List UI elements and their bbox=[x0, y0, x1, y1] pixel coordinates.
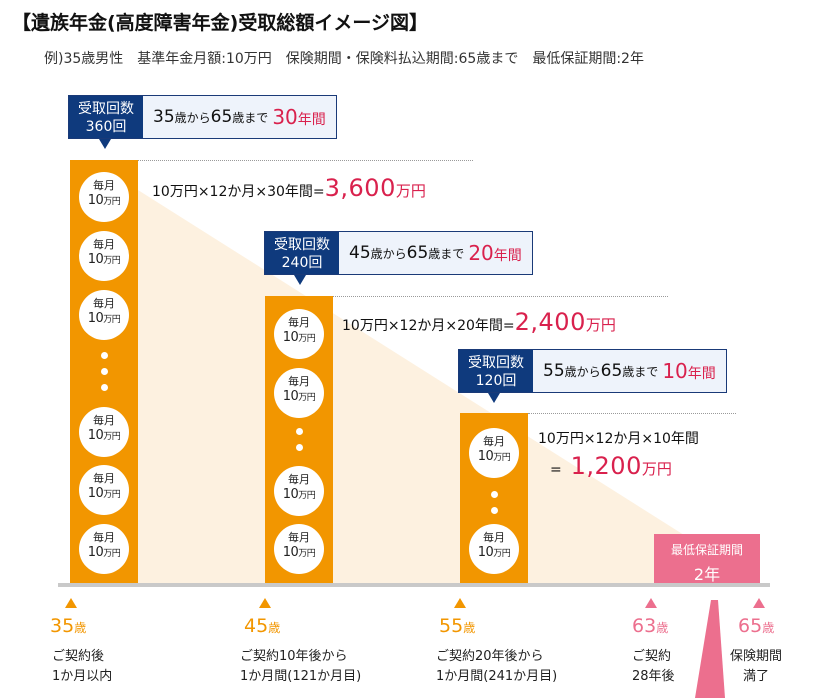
payment-bar-35: 毎月 10万円 毎月 10万円 毎月 10万円 毎月 10万円 毎月 10万円 毎月 10万… bbox=[70, 160, 138, 583]
receipt-count-callout-2: 受取回数 240回 45 歳から 65 歳まで 20年間 bbox=[264, 231, 533, 275]
continuation-dot bbox=[491, 507, 498, 514]
receipt-count: 受取回数 360回 bbox=[69, 96, 143, 138]
age-label-65: 65歳 bbox=[738, 615, 775, 637]
monthly-coin: 毎月 10万円 bbox=[274, 368, 324, 418]
monthly-coin: 毎月 10万円 bbox=[79, 172, 129, 222]
callout-pointer bbox=[294, 275, 306, 285]
callout-pointer bbox=[99, 139, 111, 149]
total-calculation-3-result: = 1,200万円 bbox=[550, 452, 672, 480]
continuation-dot bbox=[101, 352, 108, 359]
period-text: 45 歳から 65 歳まで 20年間 bbox=[349, 241, 522, 265]
age-marker-45 bbox=[259, 598, 271, 608]
continuation-dot bbox=[101, 368, 108, 375]
monthly-coin: 毎月 10万円 bbox=[274, 466, 324, 516]
continuation-dot bbox=[296, 444, 303, 451]
payment-bar-45: 毎月 10万円 毎月 10万円 毎月 10万円 毎月 10万円 bbox=[265, 296, 333, 583]
monthly-coin: 毎月 10万円 bbox=[469, 524, 519, 574]
age-marker-55 bbox=[454, 598, 466, 608]
level-line-1 bbox=[138, 160, 473, 161]
minimum-guarantee-box: 最低保証期間 2年 bbox=[654, 534, 760, 584]
monthly-coin: 毎月 10万円 bbox=[274, 309, 324, 359]
level-line-3 bbox=[528, 413, 736, 414]
receipt-count: 受取回数 240回 bbox=[265, 232, 339, 274]
age-note-63: ご契約 28年後 bbox=[632, 649, 675, 684]
age-marker-65 bbox=[753, 598, 765, 608]
period-text: 35 歳から 65 歳まで 30年間 bbox=[153, 105, 326, 129]
age-note-45: ご契約10年後から 1か月間(121か月目) bbox=[240, 649, 362, 684]
total-calculation-2: 10万円×12か月×20年間=2,400万円 bbox=[342, 308, 616, 336]
age-marker-63 bbox=[645, 598, 657, 608]
example-conditions: 例)35歳男性 基準年金月額:10万円 保険期間・保険料払込期間:65歳まで 最… bbox=[44, 51, 644, 67]
age-note-65: 保険期間 満了 bbox=[730, 649, 783, 684]
monthly-coin: 毎月 10万円 bbox=[79, 465, 129, 515]
age-marker-35 bbox=[65, 598, 77, 608]
end-marker-wedge bbox=[695, 600, 725, 698]
receipt-count-callout-1: 受取回数 360回 35 歳から 65 歳まで 30年間 bbox=[68, 95, 337, 139]
page-title: 【遺族年金(高度障害年金)受取総額イメージ図】 bbox=[12, 12, 428, 34]
monthly-coin: 毎月 10万円 bbox=[79, 290, 129, 340]
receipt-count: 受取回数 120回 bbox=[459, 350, 533, 392]
monthly-coin: 毎月 10万円 bbox=[79, 231, 129, 281]
level-line-2 bbox=[333, 296, 668, 297]
total-calculation-3-formula: 10万円×12か月×10年間 bbox=[538, 431, 699, 447]
monthly-coin: 毎月 10万円 bbox=[469, 428, 519, 478]
monthly-coin: 毎月 10万円 bbox=[79, 407, 129, 457]
callout-pointer bbox=[488, 393, 500, 403]
payment-bar-55: 毎月 10万円 毎月 10万円 bbox=[460, 413, 528, 583]
period-text: 55 歳から 65 歳まで 10年間 bbox=[543, 359, 716, 383]
age-label-45: 45歳 bbox=[244, 615, 281, 637]
monthly-coin: 毎月 10万円 bbox=[274, 524, 324, 574]
age-label-63: 63歳 bbox=[632, 615, 669, 637]
age-note-55: ご契約20年後から 1か月間(241か月目) bbox=[436, 649, 558, 684]
age-note-35: ご契約後 1か月以内 bbox=[52, 649, 113, 684]
continuation-dot bbox=[101, 384, 108, 391]
total-calculation-1: 10万円×12か月×30年間=3,600万円 bbox=[152, 174, 426, 202]
timeline-axis bbox=[58, 583, 770, 587]
receipt-count-callout-3: 受取回数 120回 55 歳から 65 歳まで 10年間 bbox=[458, 349, 727, 393]
continuation-dot bbox=[491, 491, 498, 498]
age-label-35: 35歳 bbox=[50, 615, 87, 637]
age-label-55: 55歳 bbox=[439, 615, 476, 637]
continuation-dot bbox=[296, 428, 303, 435]
monthly-coin: 毎月 10万円 bbox=[79, 524, 129, 574]
